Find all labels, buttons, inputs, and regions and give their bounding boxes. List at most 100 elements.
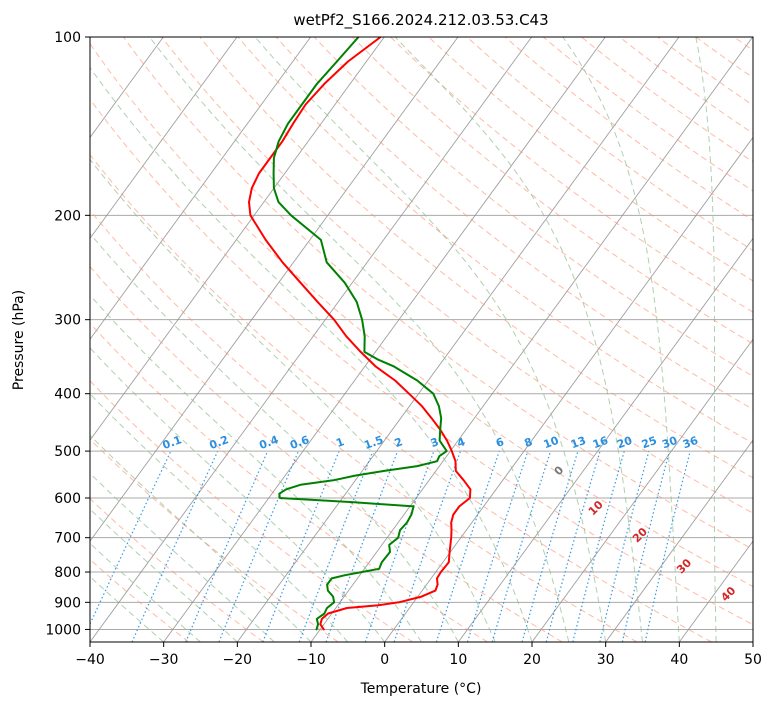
plot-frame: [89, 36, 754, 643]
dry-adiabat-line: [90, 209, 638, 642]
isotherm-line: [752, 641, 753, 642]
y-axis-label: Pressure (hPa): [11, 290, 27, 390]
x-tick-label: 10: [449, 652, 467, 668]
isotherm-line: [90, 37, 459, 542]
moist-adiabat-line: [394, 37, 643, 642]
mixing-ratio-label: 2: [393, 435, 405, 450]
moist-adiabat-line: [90, 294, 422, 642]
moist-adiabat-line: [90, 66, 533, 642]
moist-adiabat-line: [695, 37, 717, 642]
mixing-ratio-label: 0.4: [257, 433, 280, 452]
isotherm-lines: [90, 37, 753, 642]
mixing-ratio-line: [364, 451, 435, 642]
moist-adiabat-label: 0: [552, 463, 567, 478]
x-tick-label: 30: [597, 652, 615, 668]
moist-adiabat-label: 20: [630, 525, 650, 545]
moist-adiabat-line: [562, 37, 680, 642]
x-tick-label: 20: [523, 652, 541, 668]
isobar-lines: [90, 37, 753, 630]
mixing-ratio-line: [325, 451, 399, 642]
moist-adiabat-line: [149, 37, 570, 642]
dry-adiabat-line: [542, 37, 753, 192]
dry-adiabat-line: [161, 37, 753, 514]
mixing-ratio-line: [644, 451, 691, 642]
mixing-ratio-line: [185, 451, 269, 642]
dry-adiabat-line: [90, 558, 190, 642]
moist-adiabat-line: [90, 393, 349, 642]
dry-adiabat-line: [657, 37, 753, 106]
y-tick-label: 800: [54, 565, 81, 581]
mixing-ratio-label: 30: [660, 434, 679, 452]
dry-adiabat-line: [275, 37, 753, 410]
dewpoint-profile-line: [272, 37, 448, 631]
dry-adiabat-lines: [90, 37, 753, 642]
temperature-profile-line: [248, 37, 472, 631]
isotherm-line: [457, 237, 753, 642]
y-tick-label: 600: [54, 491, 81, 507]
dry-adiabat-line: [123, 37, 753, 551]
mixing-ratio-line: [572, 451, 625, 642]
mixing-ratio-label: 0.6: [288, 433, 311, 452]
dry-adiabat-line: [90, 322, 488, 642]
isotherm-line: [90, 37, 238, 240]
chart-title: wetPf2_S166.2024.212.03.53.C43: [293, 11, 548, 30]
mixing-ratio-label: 1.5: [362, 433, 385, 452]
mixing-ratio-label: 13: [569, 434, 588, 451]
mixing-ratio-line: [545, 451, 601, 642]
mixing-ratio-label: 1: [334, 435, 346, 450]
mixing-ratio-line: [621, 451, 670, 642]
mixing-ratio-label: 6: [494, 435, 506, 450]
mixing-ratio-label: 8: [523, 435, 535, 450]
dry-adiabat-line: [352, 37, 753, 345]
dry-adiabat-line: [504, 37, 753, 221]
curve-labels: -100-90-80-70-60-50-40-30-20-100.10.20.4…: [161, 433, 739, 604]
dry-adiabat-line: [90, 98, 753, 626]
dry-adiabat-line: [90, 498, 264, 642]
y-tick-label: 500: [54, 444, 81, 460]
dry-adiabat-line: [466, 37, 753, 251]
isotherm-line: [384, 136, 753, 642]
x-tick-label: −30: [149, 652, 179, 668]
isotherm-line: [90, 37, 533, 642]
isotherm-line: [90, 37, 385, 441]
mixing-ratio-label: 4: [455, 435, 467, 450]
mixing-ratio-line: [131, 451, 219, 642]
x-axis-ticks: −40 −30 −20 −10 0 10 20 30 40 50: [75, 642, 762, 668]
dry-adiabat-line: [428, 37, 753, 282]
mixing-ratio-line: [90, 451, 172, 626]
y-tick-label: 700: [54, 531, 81, 547]
y-tick-label: 300: [54, 313, 81, 329]
moist-adiabat-label: 40: [718, 584, 738, 604]
mixing-ratio-line: [435, 451, 500, 642]
dry-adiabat-line: [90, 438, 339, 642]
mixing-ratio-label: 36: [681, 434, 700, 452]
plot-area: -100-90-80-70-60-50-40-30-20-100.10.20.4…: [90, 37, 753, 642]
isotherm-line: [236, 37, 680, 642]
mixing-ratio-label: 25: [640, 434, 659, 451]
mixing-ratio-label: 16: [591, 434, 610, 452]
isotherm-line: [531, 338, 753, 642]
mixing-ratio-label: 20: [615, 434, 634, 452]
y-tick-label: 100: [54, 30, 81, 46]
y-tick-label: 200: [54, 208, 81, 224]
dry-adiabat-line: [237, 37, 753, 444]
moist-adiabat-line: [90, 508, 238, 642]
moist-adiabat-line: [254, 37, 607, 642]
mixing-ratio-label: 0.1: [161, 433, 184, 452]
y-tick-label: 900: [54, 595, 81, 611]
mixing-ratio-line: [393, 451, 461, 642]
mixing-ratio-label: 0.2: [208, 433, 231, 452]
dry-adiabat-line: [90, 380, 414, 642]
moist-adiabat-line: [90, 232, 459, 642]
mixing-ratio-label: 3: [429, 435, 441, 450]
moist-adiabat-label: 30: [674, 556, 694, 576]
moist-adiabat-line: [90, 347, 386, 642]
dry-adiabat-line: [90, 42, 753, 588]
mixing-ratio-lines: [90, 451, 691, 642]
x-tick-label: 0: [380, 652, 389, 668]
x-tick-label: 50: [744, 652, 762, 668]
y-tick-label: 1000: [45, 622, 81, 638]
isotherm-line: [678, 540, 753, 642]
moist-adiabat-line: [90, 472, 275, 642]
